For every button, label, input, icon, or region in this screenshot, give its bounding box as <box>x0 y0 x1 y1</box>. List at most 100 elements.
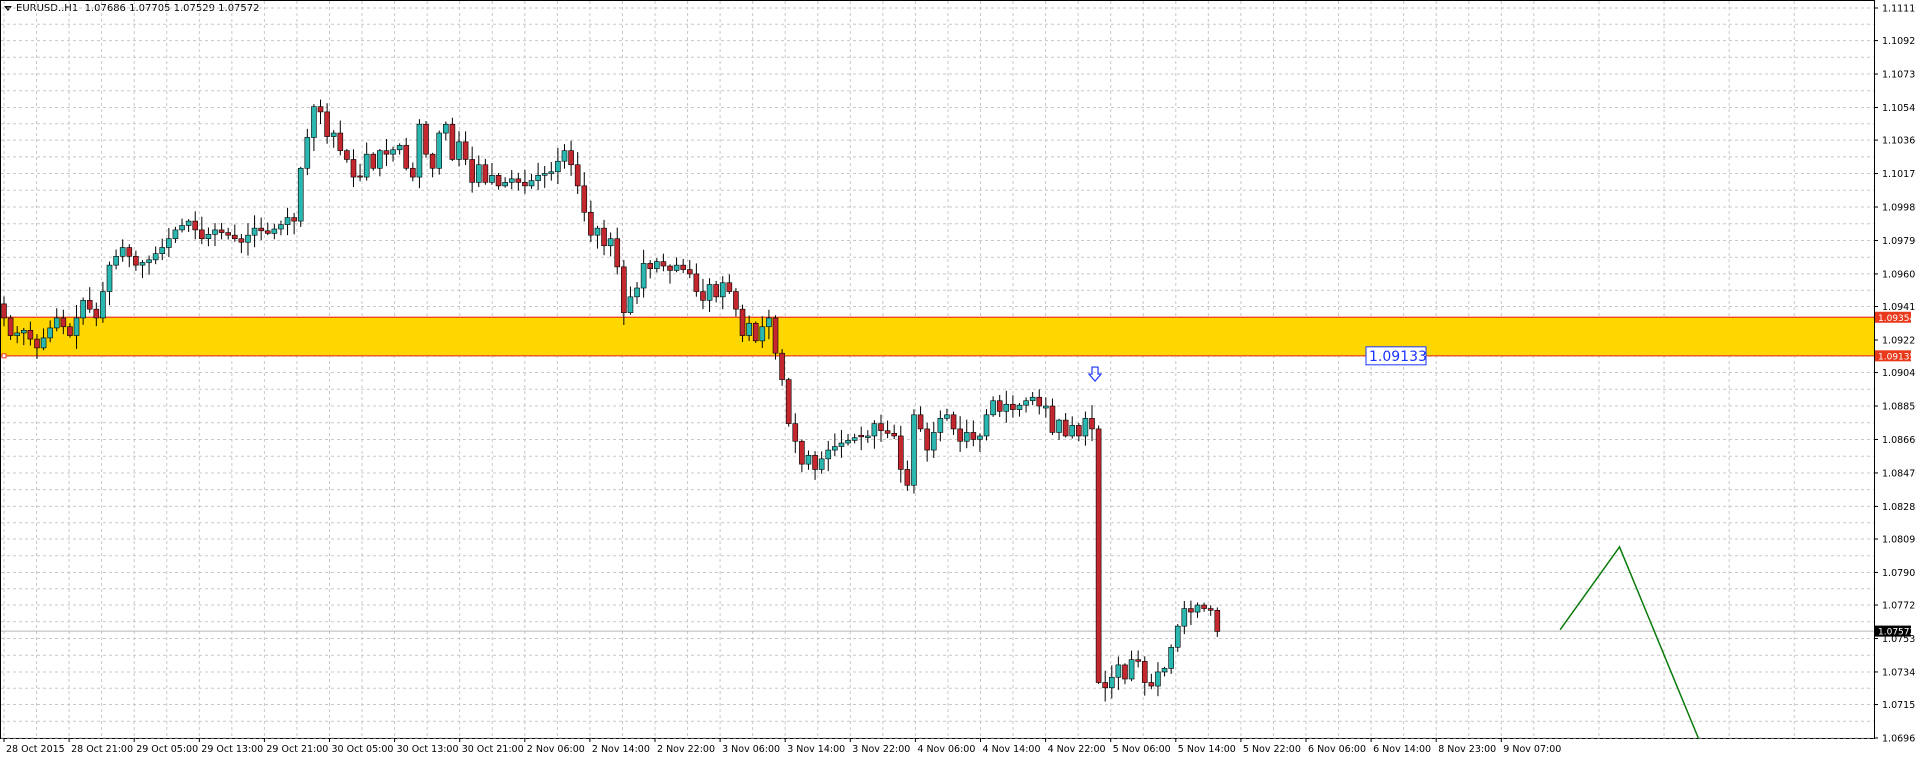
candle-body-bear <box>225 232 231 236</box>
candle-body-bear <box>449 123 456 160</box>
zone-layer <box>1 316 1874 359</box>
candle-body-bear <box>429 153 436 169</box>
candle <box>832 433 838 457</box>
y-tick-label: 1.08280 <box>1882 502 1916 513</box>
candle-body-bear <box>1076 425 1082 437</box>
candle-body-bear <box>238 238 245 243</box>
candle <box>1141 656 1148 696</box>
zone-anchor-handle[interactable] <box>1 353 7 359</box>
candle <box>205 227 212 247</box>
candle <box>733 288 739 317</box>
candle <box>442 121 449 141</box>
x-tick-label: 2 Nov 06:00 <box>527 744 585 755</box>
candle <box>1089 405 1095 442</box>
candle <box>14 326 20 344</box>
candle <box>917 406 924 432</box>
y-tick-label: 1.08660 <box>1882 435 1916 446</box>
candle-body-bear <box>693 273 700 292</box>
candle <box>627 286 634 315</box>
candle-body-bull <box>100 291 106 319</box>
candle <box>785 377 792 427</box>
candle-body-bull <box>871 423 878 437</box>
projection-line[interactable] <box>1559 545 1700 740</box>
candle <box>528 173 535 189</box>
candle-body-bear <box>924 428 930 451</box>
x-tick-label: 9 Nov 07:00 <box>1503 744 1561 755</box>
candle <box>1095 425 1102 684</box>
candle-body-bull <box>363 153 370 178</box>
candle-body-bull <box>944 414 950 419</box>
candle <box>1069 416 1076 439</box>
candle <box>1056 418 1062 440</box>
candle-body-bull <box>1056 419 1062 433</box>
candle-body-bull <box>706 284 713 301</box>
candle-body-bear <box>462 141 469 160</box>
candle-body-bear <box>403 145 410 169</box>
candle-body-bear <box>581 185 588 213</box>
x-tick-label: 30 Oct 05:00 <box>332 744 394 755</box>
candle-body-bear <box>60 317 67 328</box>
candle-body-bull <box>851 437 858 441</box>
candle-body-bull <box>1082 418 1089 437</box>
candle-body-bull <box>640 263 647 289</box>
candle <box>403 137 410 171</box>
candle-body-bull <box>1016 404 1023 410</box>
candle <box>878 414 884 442</box>
candle <box>568 140 574 176</box>
candle <box>238 233 245 254</box>
candle-body-bull <box>607 238 614 247</box>
candle-body-bull <box>541 173 548 176</box>
candle-body-bull <box>489 175 495 183</box>
candle-body-bear <box>192 220 199 231</box>
candle <box>746 315 752 342</box>
candle <box>284 207 291 236</box>
candle <box>548 162 555 181</box>
x-tick-label: 29 Oct 05:00 <box>136 744 198 755</box>
candle-body-bear <box>858 434 865 438</box>
candle <box>258 217 264 241</box>
candle-body-bull <box>146 259 152 263</box>
candle <box>86 287 93 313</box>
ohlc-readout: 1.07686 1.07705 1.07529 1.07572 <box>84 3 260 14</box>
candle-body-bull <box>1155 671 1161 687</box>
candle-body-bear <box>515 178 522 183</box>
candle <box>126 244 133 268</box>
candle <box>601 219 607 256</box>
candle <box>166 227 172 257</box>
level-label-box[interactable] <box>1365 346 1427 366</box>
candle-body-bull <box>1043 405 1049 409</box>
candle-body-bear <box>752 322 759 342</box>
candle-body-bear <box>891 433 897 437</box>
candle-body-bull <box>436 132 443 169</box>
down-arrow-icon[interactable] <box>1087 366 1103 383</box>
candle <box>944 408 950 421</box>
candle-body-bull <box>502 182 508 187</box>
candle-body-bull <box>634 287 640 298</box>
candle-body-bear <box>904 469 911 486</box>
candle <box>634 282 640 304</box>
candle-body-bear <box>1102 682 1108 689</box>
candle <box>706 278 713 312</box>
candle <box>199 216 205 245</box>
candle-body-bull <box>297 167 304 222</box>
candle <box>990 396 996 417</box>
candle <box>1188 600 1194 626</box>
y-tick-label: 1.07905 <box>1882 568 1916 579</box>
candle <box>416 119 423 189</box>
candle <box>541 165 548 188</box>
candle <box>317 99 324 125</box>
candle <box>871 420 878 449</box>
candle-body-bear <box>686 269 693 275</box>
candle <box>53 308 60 332</box>
candle <box>865 430 871 443</box>
candle <box>930 421 937 458</box>
candle <box>686 260 693 279</box>
y-tick-label: 1.10170 <box>1882 169 1916 180</box>
candle <box>423 121 429 158</box>
candle <box>594 225 601 249</box>
y-tick-label: 1.09040 <box>1882 368 1916 379</box>
candle <box>759 316 766 348</box>
candle-body-bear <box>291 217 297 222</box>
